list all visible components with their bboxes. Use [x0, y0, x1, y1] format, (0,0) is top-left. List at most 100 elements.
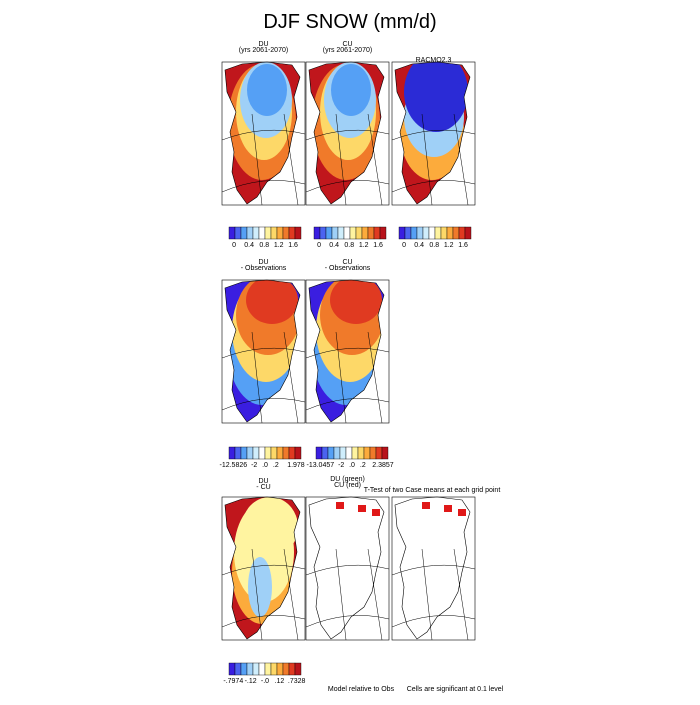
colorbar-swatch — [327, 446, 335, 460]
colorbar-label: 1.978 — [287, 462, 305, 469]
panel-title: DU (green) — [330, 476, 365, 483]
graticule — [221, 331, 306, 424]
colorbar-swatch — [264, 226, 272, 240]
panel-title: - CU — [256, 484, 270, 491]
colorbar — [313, 226, 387, 240]
coastline — [224, 496, 301, 640]
graticule — [305, 331, 390, 424]
colorbar-swatch — [234, 662, 242, 676]
colorbar-swatch — [288, 446, 296, 460]
significant-cell — [336, 502, 344, 509]
colorbar-label: 0.8 — [429, 242, 439, 249]
colorbar-swatch — [294, 226, 302, 240]
colorbar-swatch — [246, 662, 254, 676]
coastline — [308, 61, 385, 205]
colorbar-swatch — [398, 226, 406, 240]
field-fill — [330, 280, 382, 324]
colorbar-swatch — [252, 662, 260, 676]
note: Cells are significant at 0.1 level — [407, 686, 504, 693]
panel-title: (yrs 2061-2070) — [239, 47, 288, 54]
colorbar-swatch — [282, 662, 290, 676]
colorbar-label: -2 — [251, 462, 257, 469]
colorbar-label: 1.2 — [359, 242, 369, 249]
colorbar-swatch — [355, 226, 363, 240]
greenland-field — [309, 62, 384, 204]
colorbar-label: 2.3857 — [372, 462, 394, 469]
colorbar-swatch — [270, 446, 278, 460]
colorbar-label: 0.8 — [259, 242, 269, 249]
colorbar-swatch — [294, 662, 302, 676]
colorbar-swatch — [276, 662, 284, 676]
colorbar-swatch — [379, 226, 387, 240]
greenland-field — [309, 280, 384, 422]
map-panel — [391, 61, 476, 206]
colorbar-swatch — [234, 446, 242, 460]
greenland-field — [225, 497, 300, 639]
coastline — [308, 279, 385, 423]
panel-title: CU (red) — [334, 482, 361, 489]
colorbar-label: 1.2 — [274, 242, 284, 249]
field-fill — [248, 557, 272, 617]
colorbar-swatch — [288, 662, 296, 676]
field-fill — [242, 497, 298, 557]
colorbar-swatch — [363, 446, 371, 460]
colorbar-swatch — [458, 226, 466, 240]
field-fill — [404, 62, 468, 132]
colorbar-swatch — [252, 446, 260, 460]
colorbar-swatch — [410, 226, 418, 240]
colorbar-label: -13.0457 — [306, 462, 334, 469]
colorbar-label: 1.6 — [458, 242, 468, 249]
colorbar-swatch — [315, 446, 323, 460]
colorbar-swatch — [446, 226, 454, 240]
colorbar-swatch — [339, 446, 347, 460]
panel-title: (yrs 2061-2070) — [323, 47, 372, 54]
colorbar-swatch — [246, 446, 254, 460]
panel-title: T-Test of two Case means at each grid po… — [364, 487, 501, 494]
coastline — [394, 61, 471, 205]
colorbar-swatch — [294, 446, 302, 460]
colorbar-swatch — [357, 446, 365, 460]
colorbar — [228, 662, 302, 676]
significant-cell — [422, 502, 430, 509]
graticule — [305, 548, 390, 641]
significant-cell — [358, 505, 366, 512]
colorbar-label: 0 — [232, 242, 236, 249]
colorbar-swatch — [276, 226, 284, 240]
colorbar-label: .12 — [275, 678, 285, 685]
map-panel — [391, 496, 476, 641]
colorbar-swatch — [464, 226, 472, 240]
colorbar-swatch — [325, 226, 333, 240]
colorbar-label: 0 — [402, 242, 406, 249]
colorbar-label: -2 — [338, 462, 344, 469]
colorbar-swatch — [270, 226, 278, 240]
colorbar-swatch — [282, 446, 290, 460]
map-panel — [221, 496, 306, 641]
colorbar-swatch — [381, 446, 389, 460]
panel-title: - Observations — [325, 265, 371, 272]
colorbar-swatch — [264, 446, 272, 460]
colorbar-swatch — [240, 446, 248, 460]
figure-title: DJF SNOW (mm/d) — [263, 11, 436, 33]
colorbar-swatch — [343, 226, 351, 240]
colorbar-label: .0 — [262, 462, 268, 469]
colorbar-swatch — [228, 446, 236, 460]
colorbar — [228, 446, 302, 460]
greenland-field — [225, 280, 300, 422]
colorbar-label: -.12 — [245, 678, 257, 685]
colorbar-swatch — [276, 446, 284, 460]
colorbar-label: 0 — [317, 242, 321, 249]
field-fill — [247, 64, 287, 116]
panel-title: CU — [342, 259, 352, 266]
colorbar-swatch — [361, 226, 369, 240]
colorbar-label: 0.4 — [244, 242, 254, 249]
colorbar-label: -.0 — [261, 678, 269, 685]
colorbar-swatch — [349, 226, 357, 240]
colorbar-swatch — [367, 226, 375, 240]
colorbar-label: -12.5826 — [219, 462, 247, 469]
map-panel — [305, 496, 390, 641]
colorbar-swatch — [440, 226, 448, 240]
coastline — [308, 496, 385, 640]
colorbar-swatch — [258, 226, 266, 240]
panel-title: DU — [258, 41, 268, 48]
colorbar-label: -.7974 — [223, 678, 243, 685]
